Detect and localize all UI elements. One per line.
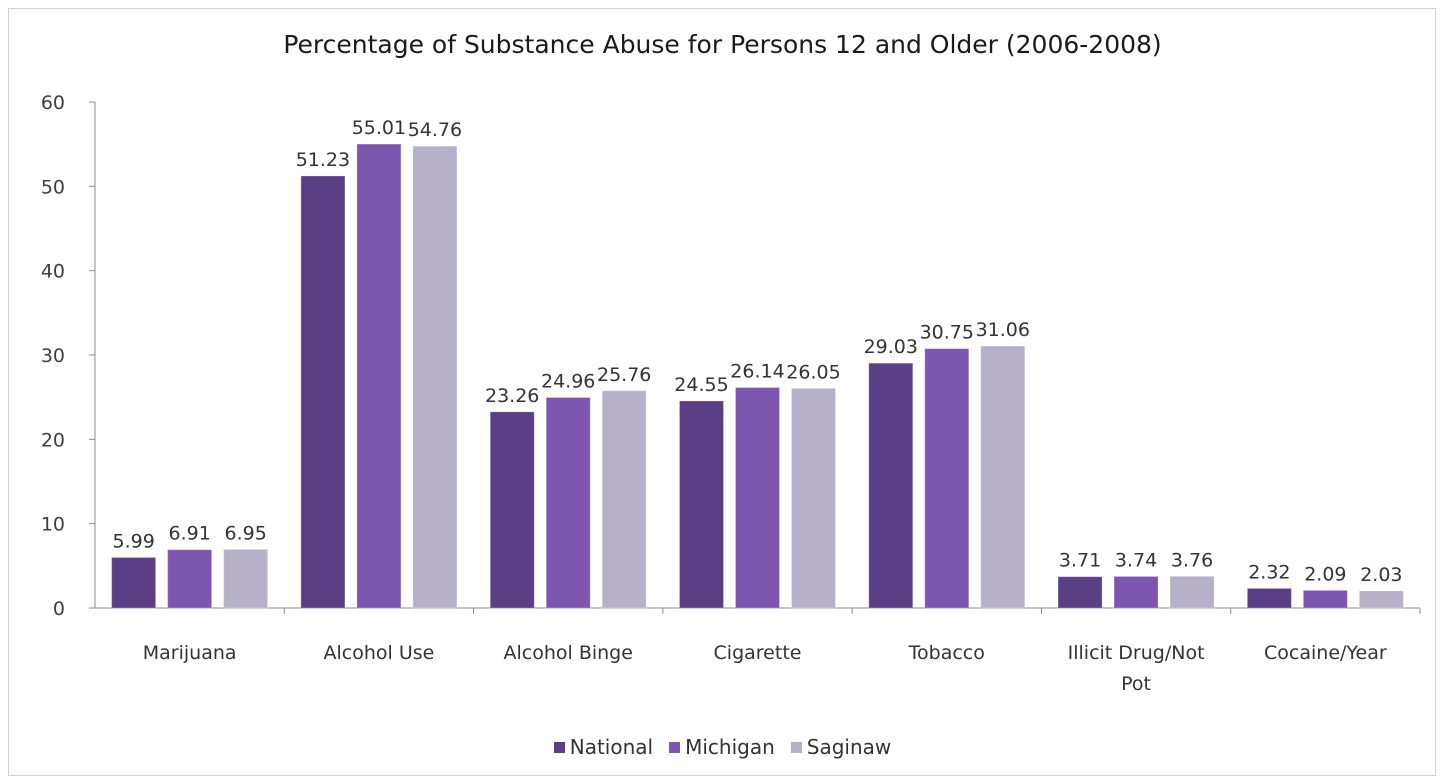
bar	[735, 387, 780, 609]
legend-swatch	[790, 742, 802, 753]
legend-swatch	[553, 742, 565, 753]
data-label: 54.76	[408, 119, 462, 141]
x-tick-label: Tobacco	[908, 642, 985, 664]
data-label: 2.32	[1248, 561, 1290, 583]
y-tick-label: 40	[41, 261, 65, 283]
bar	[1302, 589, 1348, 609]
y-tick-label: 20	[41, 429, 65, 451]
bar	[791, 387, 836, 609]
bar	[1113, 575, 1159, 609]
bar	[223, 548, 269, 609]
y-tick-label: 60	[41, 92, 65, 114]
y-tick-label: 10	[41, 514, 65, 536]
legend-swatch	[669, 742, 681, 753]
data-label: 30.75	[920, 322, 974, 344]
x-tick-label: Cocaine/Year	[1264, 642, 1387, 664]
bar	[1358, 590, 1404, 609]
data-label: 6.91	[168, 523, 210, 545]
data-label: 55.01	[352, 117, 406, 139]
x-tick-label: Marijuana	[143, 642, 237, 664]
data-label: 3.76	[1171, 549, 1213, 571]
bar	[300, 175, 346, 609]
legend-item: Saginaw	[790, 735, 892, 759]
data-label: 2.03	[1360, 564, 1402, 586]
bar	[601, 390, 647, 609]
data-label: 6.95	[224, 522, 266, 544]
data-label: 26.05	[786, 361, 840, 383]
x-tick-label: Illicit Drug/Not Pot	[1068, 642, 1205, 695]
bar	[980, 345, 1026, 609]
y-tick-label: 30	[41, 345, 65, 367]
data-label: 29.03	[864, 336, 918, 358]
chart-title: Percentage of Substance Abuse for Person…	[283, 30, 1162, 59]
legend-label: Michigan	[685, 735, 775, 759]
bar	[356, 143, 402, 609]
x-tick-label: Alcohol Binge	[503, 642, 632, 664]
bar	[679, 400, 724, 609]
bar	[167, 549, 213, 609]
legend-label: National	[569, 735, 654, 759]
data-label: 2.09	[1304, 563, 1346, 585]
bar	[111, 556, 157, 609]
bar	[412, 145, 458, 609]
bar	[1246, 587, 1292, 609]
data-label: 3.71	[1059, 550, 1101, 572]
y-tick-label: 50	[41, 176, 65, 198]
legend-label: Saginaw	[806, 735, 892, 759]
chart-legend: National Michigan Saginaw	[0, 735, 1445, 759]
x-tick-label: Alcohol Use	[324, 642, 435, 664]
data-label: 31.06	[976, 319, 1030, 341]
data-label: 23.26	[485, 385, 539, 407]
data-label: 26.14	[730, 361, 784, 383]
bar	[489, 411, 535, 609]
data-label: 24.96	[541, 371, 595, 393]
bar	[924, 348, 970, 609]
bar	[1057, 576, 1103, 609]
legend-item: Michigan	[669, 735, 775, 759]
chart-frame	[8, 8, 1436, 776]
bar	[1169, 575, 1215, 609]
data-label: 51.23	[296, 149, 350, 171]
data-label: 25.76	[597, 364, 651, 386]
y-tick-label: 0	[53, 598, 65, 620]
data-label: 3.74	[1115, 549, 1157, 571]
bar	[868, 362, 914, 609]
data-label: 5.99	[112, 530, 154, 552]
bar	[545, 397, 591, 609]
data-label: 24.55	[674, 374, 728, 396]
legend-item: National	[553, 735, 654, 759]
x-tick-label: Cigarette	[714, 642, 802, 664]
